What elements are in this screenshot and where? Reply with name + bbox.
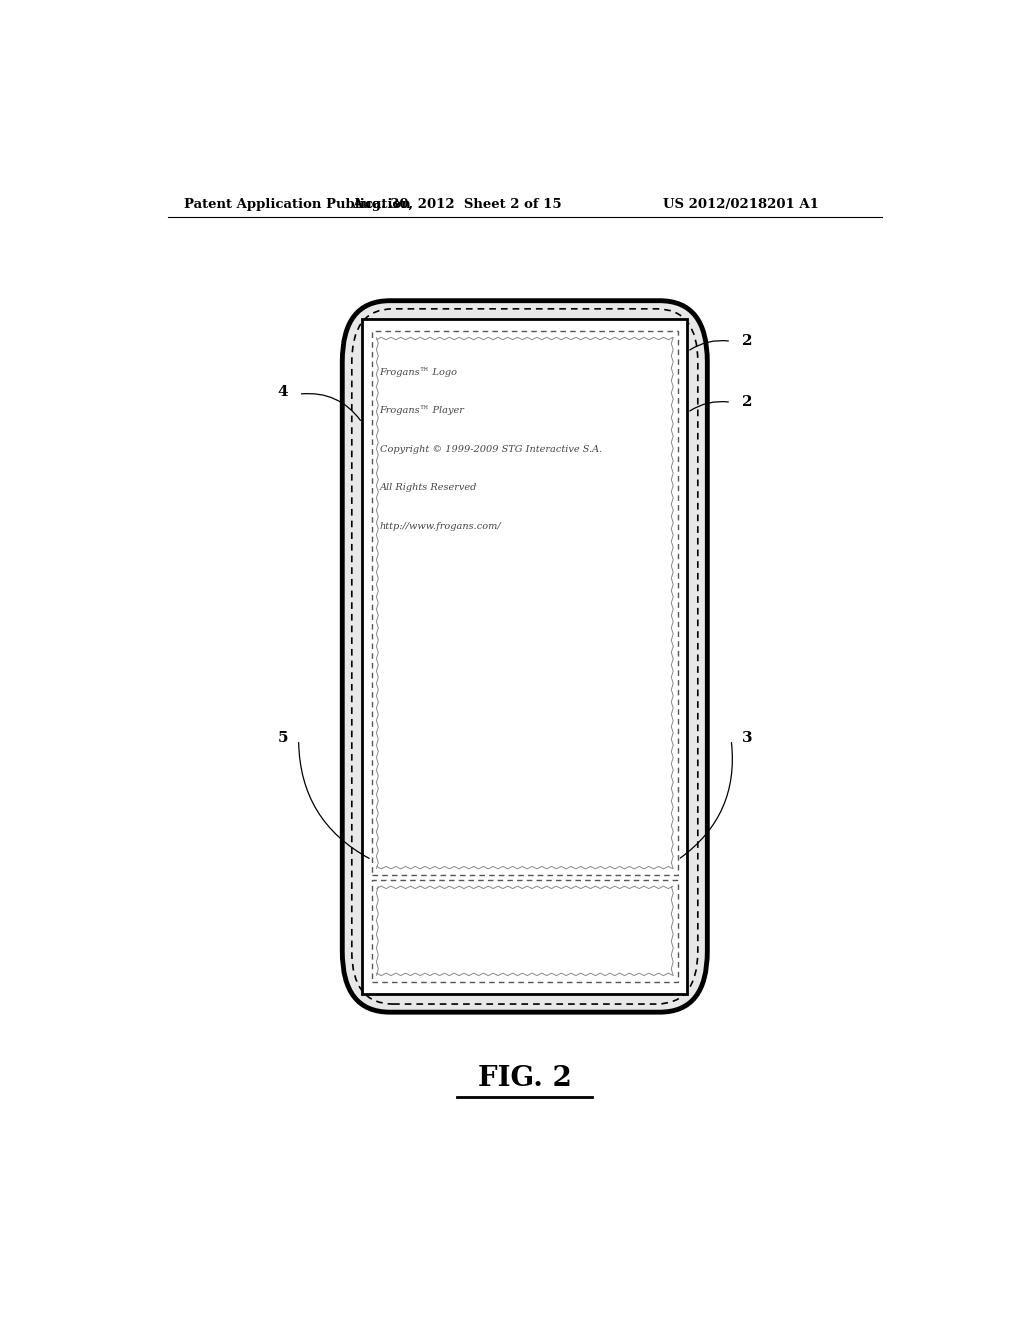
Bar — [362, 319, 687, 994]
Text: Aug. 30, 2012  Sheet 2 of 15: Aug. 30, 2012 Sheet 2 of 15 — [352, 198, 562, 211]
Text: Copyright © 1999-2009 STG Interactive S.A.: Copyright © 1999-2009 STG Interactive S.… — [380, 445, 602, 454]
Text: 4: 4 — [278, 385, 288, 399]
Text: 5: 5 — [278, 731, 288, 744]
Bar — [372, 880, 678, 982]
Text: 2: 2 — [741, 334, 753, 348]
Text: Frogans™ Logo: Frogans™ Logo — [380, 367, 458, 376]
Text: 3: 3 — [741, 731, 753, 744]
Bar — [372, 331, 678, 875]
Text: Patent Application Publication: Patent Application Publication — [183, 198, 411, 211]
Text: http://www.frogans.com/: http://www.frogans.com/ — [380, 521, 501, 531]
Text: 2: 2 — [741, 395, 753, 409]
Text: All Rights Reserved: All Rights Reserved — [380, 483, 477, 492]
Text: US 2012/0218201 A1: US 2012/0218201 A1 — [663, 198, 818, 211]
Text: FIG. 2: FIG. 2 — [478, 1065, 571, 1092]
FancyBboxPatch shape — [342, 301, 708, 1012]
FancyBboxPatch shape — [352, 309, 697, 1005]
Text: Frogans™ Player: Frogans™ Player — [380, 405, 465, 416]
